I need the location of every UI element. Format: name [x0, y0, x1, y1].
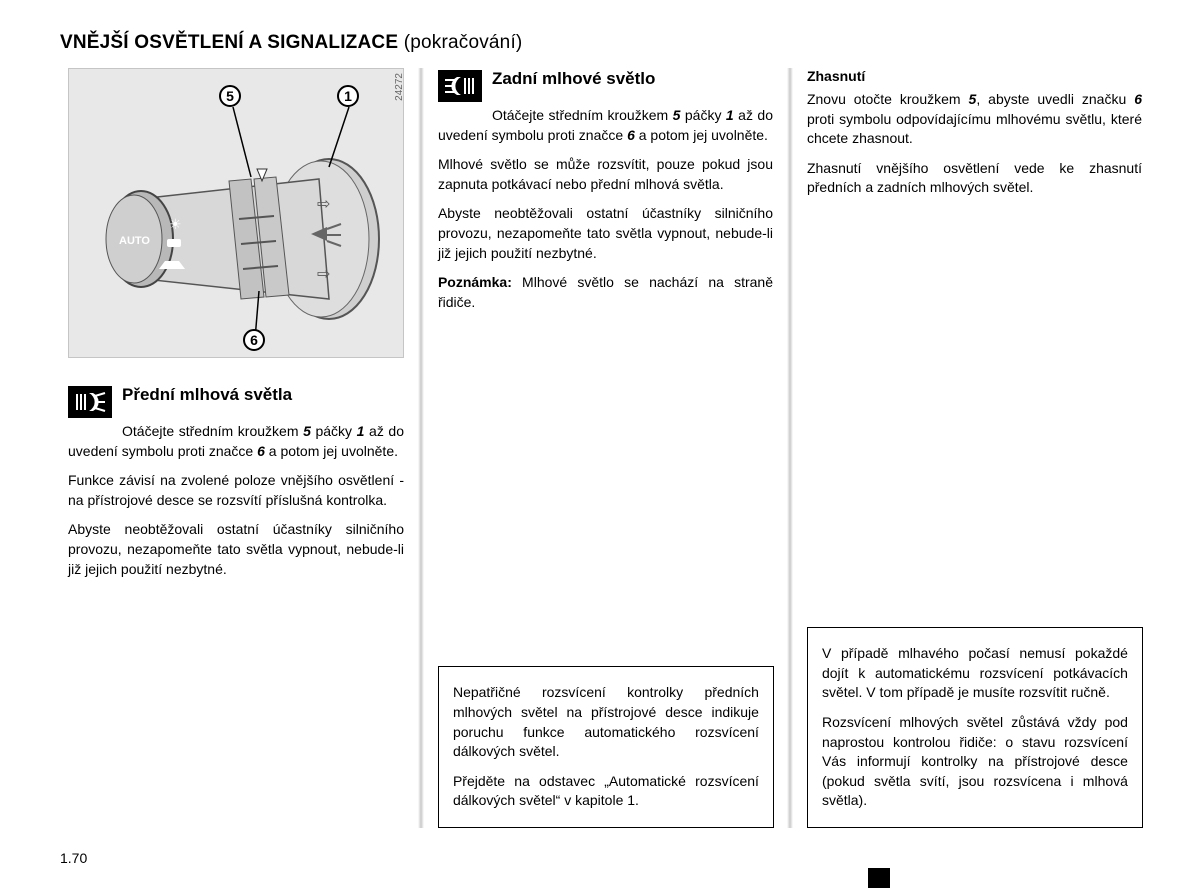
section-front-fog: Přední mlhová světla: [68, 384, 404, 418]
c3-box-p2: Rozsvícení mlhových světel zůstává vždy …: [822, 713, 1128, 811]
c3-p1: Znovu otočte kroužkem 5, abyste uvedli z…: [807, 90, 1142, 149]
lever-illustration: AUTO ☀ ⇨ ⇨: [69, 69, 405, 359]
callout-5: 5: [219, 85, 241, 107]
tab-marker: [868, 868, 890, 888]
manual-page: VNĚJŠÍ OSVĚTLENÍ A SIGNALIZACE (pokračov…: [0, 0, 1200, 848]
column-1: 24272 AUTO: [60, 68, 412, 828]
c2-box-p1: Nepatřičné rozsvícení kontrolky předních…: [453, 683, 759, 761]
page-title: VNĚJŠÍ OSVĚTLENÍ A SIGNALIZACE (pokračov…: [60, 32, 1150, 54]
front-fog-title: Přední mlhová světla: [122, 384, 404, 406]
title-main: VNĚJŠÍ OSVĚTLENÍ A SIGNALIZACE: [60, 32, 398, 53]
column-separator-1: [412, 68, 430, 828]
c1-p3: Abyste neobtěžovali ostatní účastníky si…: [68, 520, 404, 579]
c3-box-p1: V případě mlhavého počasí nemusí pokaždé…: [822, 644, 1128, 703]
svg-text:AUTO: AUTO: [119, 235, 150, 247]
c2-p1: Otáčejte středním kroužkem 5 páčky 1 až …: [438, 106, 773, 145]
svg-text:⇨: ⇨: [317, 196, 330, 213]
callout-1: 1: [337, 85, 359, 107]
callout-6: 6: [243, 329, 265, 351]
lever-figure: 24272 AUTO: [68, 68, 404, 358]
rear-fog-title: Zadní mlhové světlo: [492, 68, 773, 90]
column-3: Zhasnutí Znovu otočte kroužkem 5, abyste…: [799, 68, 1150, 828]
c2-p3: Abyste neobtěžovali ostatní účastníky si…: [438, 204, 773, 263]
section-rear-fog: Zadní mlhové světlo: [438, 68, 773, 102]
column-2: Zadní mlhové světlo Otáčejte středním kr…: [430, 68, 781, 828]
info-box-col2: Nepatřičné rozsvícení kontrolky předních…: [438, 666, 774, 828]
info-box-col3: V případě mlhavého počasí nemusí pokaždé…: [807, 627, 1143, 828]
c1-p1: Otáčejte středním kroužkem 5 páčky 1 až …: [68, 422, 404, 461]
off-subtitle: Zhasnutí: [807, 68, 1142, 84]
c3-p2: Zhasnutí vnějšího osvětlení vede ke zhas…: [807, 159, 1142, 198]
c1-p2: Funkce závisí na zvolené poloze vnějšího…: [68, 471, 404, 510]
svg-text:⇨: ⇨: [317, 266, 330, 283]
columns: 24272 AUTO: [60, 68, 1150, 828]
c2-box-p2: Přejděte na odstavec „Automatické rozsví…: [453, 772, 759, 811]
title-cont: (pokračování): [404, 32, 523, 53]
page-number: 1.70: [60, 850, 87, 866]
rear-fog-icon: [438, 70, 482, 102]
c2-note: Poznámka: Mlhové světlo se nachází na st…: [438, 273, 773, 312]
svg-text:☀: ☀: [169, 216, 182, 232]
column-separator-2: [781, 68, 799, 828]
c2-p2: Mlhové světlo se může rozsvítit, pouze p…: [438, 155, 773, 194]
front-fog-icon: [68, 386, 112, 418]
